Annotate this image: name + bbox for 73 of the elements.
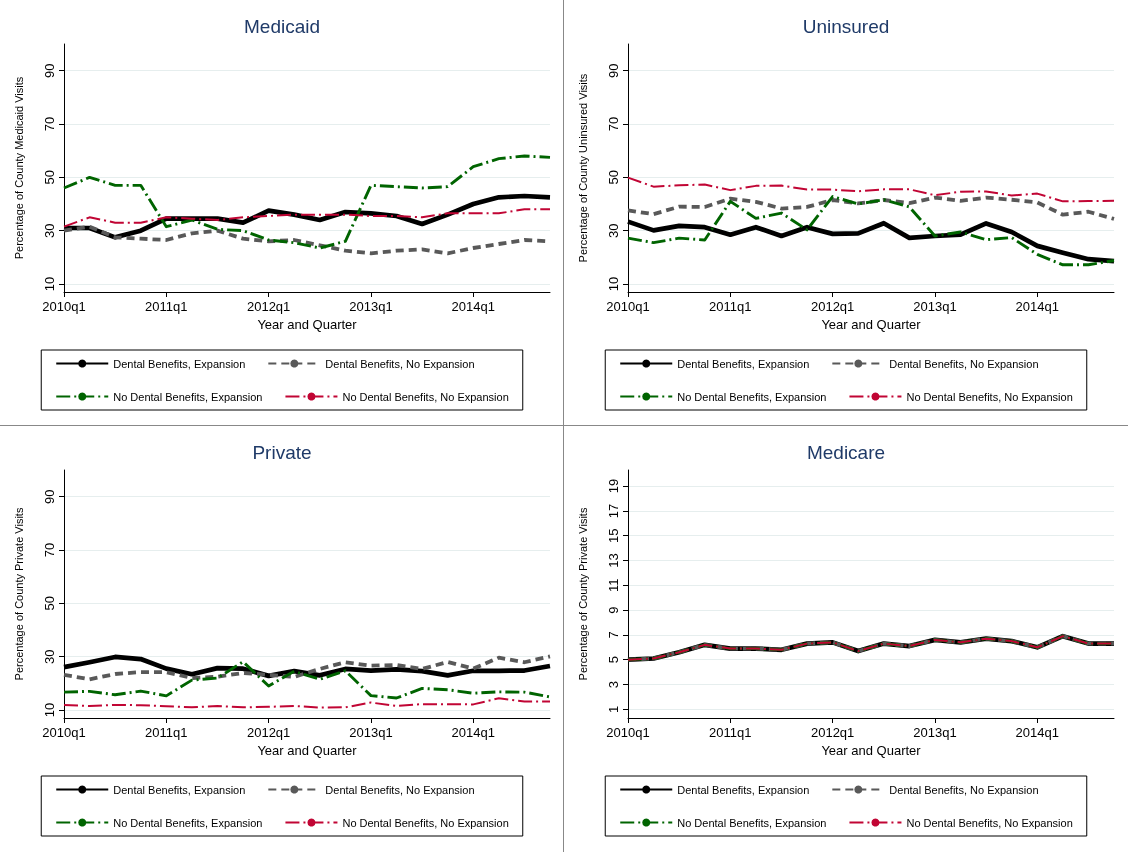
y-tick-label: 30 <box>42 649 57 664</box>
y-tick-label: 50 <box>606 170 621 185</box>
x-axis-title: Year and Quarter <box>821 742 922 758</box>
y-tick-label: 7 <box>606 631 621 639</box>
x-tick-label: 2013q1 <box>349 725 393 740</box>
y-axis-title: Percentage of County Uninsured Visits <box>576 73 589 263</box>
x-tick-label: 2012q1 <box>810 725 855 740</box>
legend-label: Dental Benefits, No Expansion <box>325 783 475 796</box>
y-tick-label: 19 <box>606 478 621 494</box>
x-tick-label: 2011q1 <box>145 299 188 314</box>
y-tick-label: 50 <box>42 596 57 611</box>
y-axis-title: Percentage of County Medicaid Visits <box>12 76 25 260</box>
y-tick-label: 11 <box>606 578 621 593</box>
y-tick-label: 30 <box>42 223 57 238</box>
y-tick-label: 15 <box>606 528 621 543</box>
chart-title: Uninsured <box>802 16 890 37</box>
x-tick-label: 2010q1 <box>606 299 650 314</box>
legend-label: No Dental Benefits, No Expansion <box>906 816 1073 829</box>
legend-label: No Dental Benefits, Expansion <box>677 816 827 829</box>
y-tick-label: 10 <box>42 276 57 292</box>
y-tick-label: 9 <box>606 606 621 614</box>
legend-label: Dental Benefits, Expansion <box>677 783 810 796</box>
y-tick-label: 70 <box>42 116 57 132</box>
y-axis-title: Percentage of County Private Visits <box>576 507 589 681</box>
y-tick-label: 10 <box>42 702 57 718</box>
x-tick-label: 2010q1 <box>606 725 650 740</box>
legend-label: Dental Benefits, No Expansion <box>889 357 1039 370</box>
y-tick-label: 13 <box>606 553 621 568</box>
y-tick-label: 90 <box>606 63 621 78</box>
legend-label: Dental Benefits, Expansion <box>677 357 810 370</box>
y-tick-label: 1 <box>606 705 621 713</box>
x-tick-label: 2014q1 <box>451 299 495 314</box>
legend-label: No Dental Benefits, No Expansion <box>342 816 509 829</box>
y-tick-label: 30 <box>606 223 621 238</box>
x-tick-label: 2014q1 <box>1015 725 1059 740</box>
x-axis-title: Year and Quarter <box>257 316 358 332</box>
x-tick-label: 2014q1 <box>1015 299 1059 314</box>
legend-label: No Dental Benefits, No Expansion <box>342 390 509 403</box>
x-tick-label: 2013q1 <box>913 299 957 314</box>
legend-label: No Dental Benefits, Expansion <box>677 390 827 403</box>
x-axis-title: Year and Quarter <box>257 742 358 758</box>
x-tick-label: 2013q1 <box>349 299 393 314</box>
y-tick-label: 50 <box>42 170 57 185</box>
x-tick-label: 2012q1 <box>810 299 855 314</box>
legend-label: No Dental Benefits, No Expansion <box>906 390 1073 403</box>
y-tick-label: 3 <box>606 680 621 689</box>
legend-label: Dental Benefits, Expansion <box>113 357 246 370</box>
x-tick-label: 2013q1 <box>913 725 957 740</box>
y-tick-label: 17 <box>606 503 621 519</box>
chart-title: Medicare <box>806 442 886 463</box>
y-tick-label: 5 <box>606 656 621 664</box>
legend-label: No Dental Benefits, Expansion <box>113 816 263 829</box>
y-tick-label: 70 <box>606 116 621 132</box>
y-tick-label: 10 <box>606 276 621 292</box>
x-tick-label: 2012q1 <box>246 299 291 314</box>
x-tick-label: 2010q1 <box>42 725 86 740</box>
y-tick-label: 70 <box>42 542 57 558</box>
legend-label: Dental Benefits, No Expansion <box>889 783 1039 796</box>
legend-label: Dental Benefits, Expansion <box>113 783 246 796</box>
legend-label: Dental Benefits, No Expansion <box>325 357 475 370</box>
y-axis-title: Percentage of County Private Visits <box>12 507 25 681</box>
x-axis-title: Year and Quarter <box>821 316 922 332</box>
chart-title: Private <box>252 442 312 463</box>
y-tick-label: 90 <box>42 489 57 504</box>
x-tick-label: 2012q1 <box>246 725 291 740</box>
y-tick-label: 90 <box>42 63 57 78</box>
x-tick-label: 2014q1 <box>451 725 495 740</box>
x-tick-label: 2010q1 <box>42 299 86 314</box>
legend-label: No Dental Benefits, Expansion <box>113 390 263 403</box>
x-tick-label: 2011q1 <box>709 299 752 314</box>
x-tick-label: 2011q1 <box>145 725 188 740</box>
chart-title: Medicaid <box>243 16 321 37</box>
x-tick-label: 2011q1 <box>709 725 752 740</box>
